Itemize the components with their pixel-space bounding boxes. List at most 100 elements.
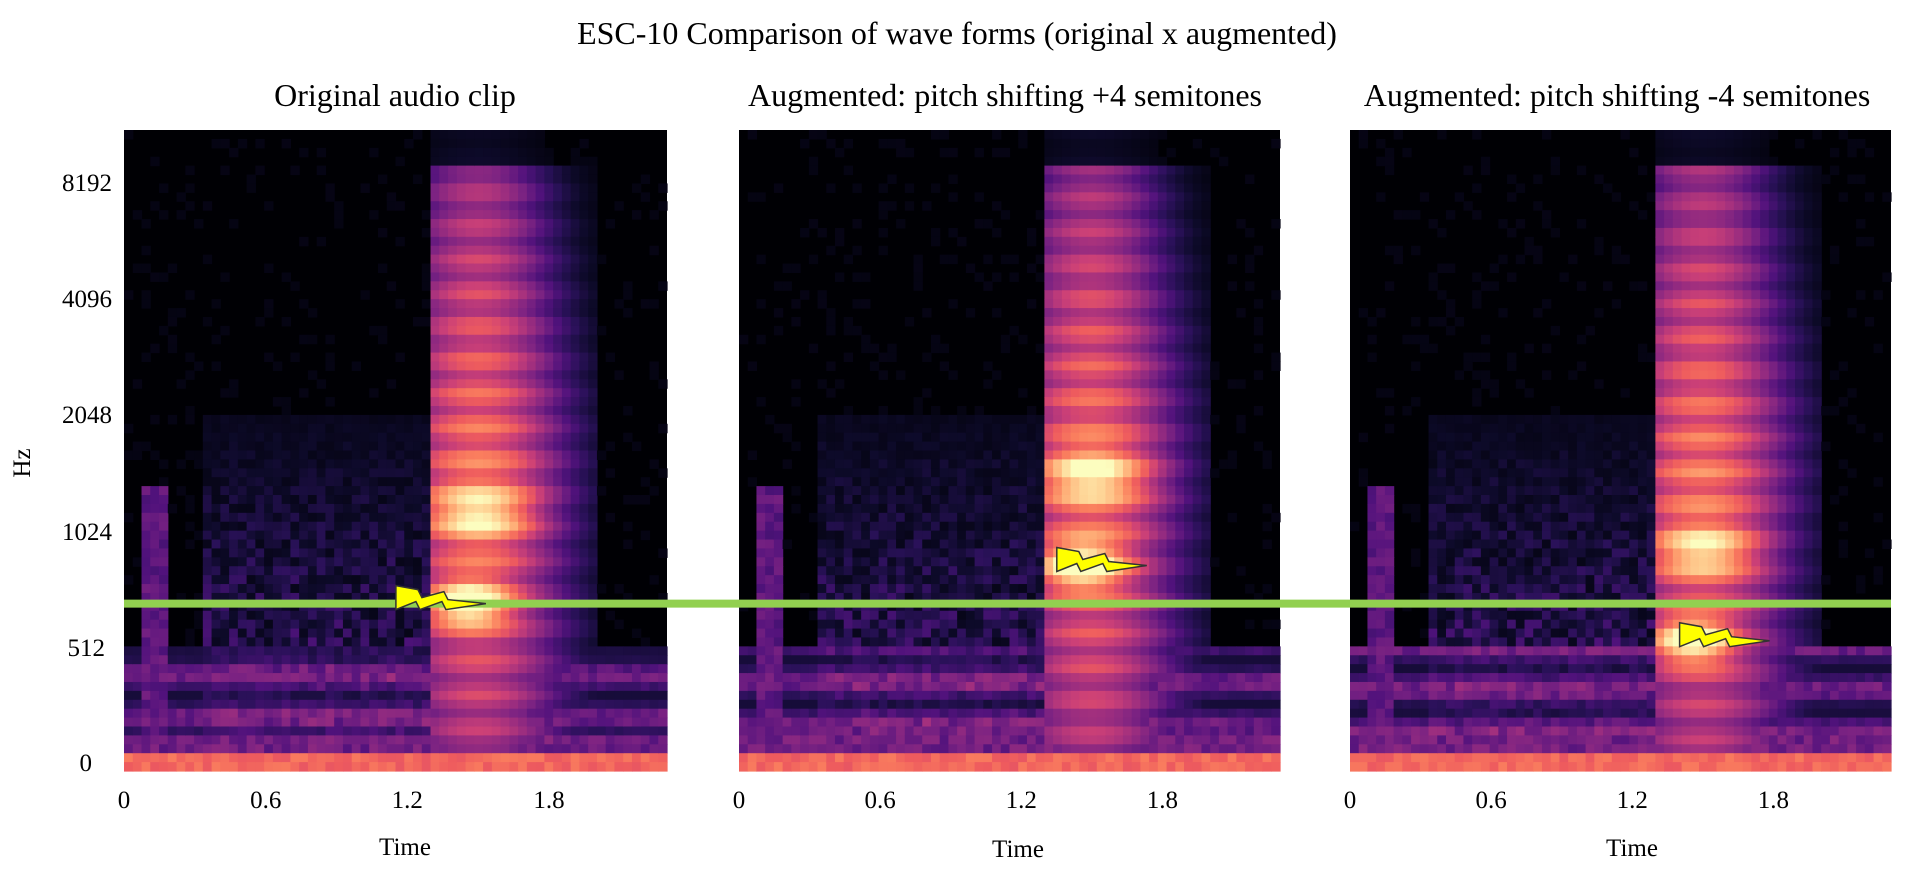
- heatmap-cell: [561, 174, 572, 185]
- heatmap-cell: [983, 459, 993, 469]
- heatmap-cell: [369, 450, 379, 460]
- heatmap-cell: [1053, 459, 1063, 469]
- heatmap-cell: [782, 744, 792, 754]
- heatmap-cell: [887, 664, 897, 674]
- heatmap-cell: [237, 477, 248, 487]
- heatmap-cell: [588, 352, 598, 363]
- heatmap-cell: [377, 726, 388, 736]
- heatmap-cell: [1105, 735, 1115, 745]
- heatmap-cell: [167, 726, 178, 736]
- heatmap-cell: [957, 610, 967, 621]
- heatmap-cell: [483, 343, 493, 354]
- heatmap-cell: [439, 690, 449, 701]
- heatmap-cell: [1061, 272, 1072, 282]
- heatmap-cell: [1009, 610, 1019, 621]
- heatmap-cell: [518, 477, 528, 487]
- heatmap-cell: [342, 459, 353, 469]
- heatmap-cell: [588, 192, 598, 202]
- heatmap-cell: [518, 423, 528, 434]
- heatmap-cell: [1044, 486, 1054, 496]
- heatmap-cell: [439, 405, 449, 416]
- heatmap-cell: [1088, 681, 1098, 692]
- heatmap-cell: [808, 156, 819, 167]
- heatmap-cell: [544, 459, 554, 469]
- heatmap-cell: [913, 486, 923, 496]
- heatmap-cell: [640, 664, 651, 674]
- heatmap-cell: [456, 566, 467, 576]
- heatmap-cell: [465, 477, 475, 487]
- heatmap-cell: [439, 432, 449, 443]
- heatmap-cell: [1096, 388, 1107, 398]
- heatmap-cell: [351, 414, 362, 425]
- heatmap-cell: [535, 201, 545, 211]
- heatmap-cell: [1096, 530, 1107, 541]
- heatmap-cell: [421, 619, 432, 630]
- heatmap-cell: [377, 174, 388, 185]
- heatmap-cell: [141, 263, 151, 274]
- heatmap-cell: [430, 423, 440, 434]
- heatmap-cell: [596, 681, 607, 692]
- heatmap-cell: [413, 584, 423, 594]
- heatmap-cell: [913, 762, 923, 772]
- heatmap-cell: [544, 762, 554, 772]
- heatmap-cell: [176, 192, 186, 202]
- heatmap-cell: [500, 486, 510, 496]
- heatmap-cell: [1044, 592, 1054, 603]
- heatmap-cell: [957, 236, 967, 247]
- heatmap-cell: [264, 201, 274, 211]
- heatmap-cell: [334, 681, 344, 692]
- heatmap-cell: [596, 735, 607, 745]
- heatmap-cell: [1088, 468, 1098, 478]
- heatmap-cell: [202, 637, 213, 647]
- heatmap-cell: [1044, 174, 1054, 185]
- heatmap-cell: [448, 441, 458, 452]
- heatmap-cell: [561, 441, 572, 452]
- heatmap-cell: [369, 619, 379, 630]
- heatmap-cell: [843, 325, 854, 336]
- y-tick-label: 8192: [62, 170, 112, 197]
- heatmap-cell: [500, 263, 510, 274]
- heatmap-cell: [1114, 530, 1124, 541]
- heatmap-cell: [588, 690, 598, 701]
- heatmap-cell: [1122, 441, 1133, 452]
- heatmap-cell: [614, 717, 624, 728]
- heatmap-cell: [351, 441, 362, 452]
- heatmap-cell: [544, 690, 554, 701]
- heatmap-cell: [211, 530, 221, 541]
- heatmap-cell: [843, 503, 854, 514]
- heatmap-cell: [526, 210, 537, 220]
- heatmap-cell: [413, 699, 423, 710]
- heatmap-cell: [290, 495, 300, 505]
- heatmap-cell: [421, 316, 432, 327]
- heatmap-cell: [739, 753, 749, 763]
- heatmap-cell: [360, 521, 370, 532]
- heatmap-cell: [1114, 681, 1124, 692]
- heatmap-cell: [518, 183, 528, 193]
- heatmap-cell: [413, 174, 423, 185]
- heatmap-cell: [386, 646, 397, 656]
- heatmap-cell: [861, 548, 871, 558]
- heatmap-cell: [518, 681, 528, 692]
- heatmap-cell: [220, 486, 230, 496]
- heatmap-cell: [421, 753, 432, 763]
- heatmap-cell: [1114, 575, 1124, 585]
- heatmap-cell: [1018, 432, 1028, 443]
- heatmap-cell: [526, 414, 537, 425]
- heatmap-cell: [1105, 762, 1115, 772]
- heatmap-cell: [307, 753, 318, 763]
- heatmap-cell: [141, 530, 151, 541]
- heatmap-cell: [544, 219, 554, 229]
- heatmap-cell: [756, 495, 766, 505]
- heatmap-cell: [1053, 655, 1063, 665]
- heatmap-cell: [1070, 325, 1080, 336]
- heatmap-cell: [747, 735, 758, 745]
- heatmap-cell: [509, 441, 519, 452]
- heatmap-cell: [202, 646, 213, 656]
- heatmap-cell: [159, 619, 169, 630]
- heatmap-cell: [342, 753, 353, 763]
- heatmap-cell: [1096, 325, 1107, 336]
- heatmap-cell: [448, 681, 458, 692]
- heatmap-cell: [561, 183, 572, 193]
- heatmap-cell: [930, 744, 941, 754]
- heatmap-cell: [913, 548, 923, 558]
